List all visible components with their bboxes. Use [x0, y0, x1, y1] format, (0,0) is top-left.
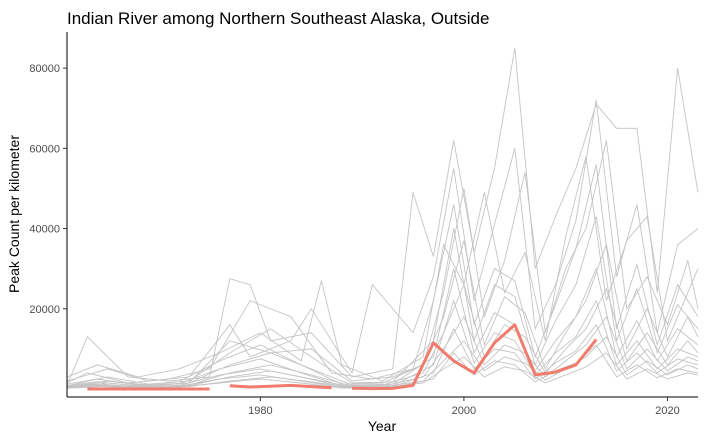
background-series-line-4 — [66, 140, 699, 388]
x-tick-label: 1980 — [248, 405, 272, 417]
x-tick-label: 2020 — [655, 405, 679, 417]
y-tick-label: 60000 — [29, 143, 60, 155]
background-series-line-10 — [66, 299, 699, 388]
highlight-series-group — [87, 323, 598, 391]
background-series-line-13 — [66, 336, 699, 388]
background-series-line-14 — [66, 344, 699, 389]
background-series-line-5 — [66, 164, 699, 384]
y-axis-ticks: 20000 40000 60000 80000 — [29, 63, 67, 316]
background-series-line-15 — [66, 352, 699, 389]
y-tick-label: 40000 — [29, 224, 60, 236]
background-series-line-1 — [66, 47, 699, 386]
background-series-line-7 — [66, 240, 699, 386]
background-series-line-2 — [66, 100, 699, 382]
background-series-line-9 — [66, 283, 699, 387]
chart-title: Indian River among Northern Southeast Al… — [67, 9, 489, 28]
x-tick-label: 2000 — [452, 405, 476, 417]
background-series-line-11 — [66, 315, 699, 388]
background-series-line-3 — [66, 156, 699, 382]
highlight-series-line-segment-3 — [351, 323, 598, 391]
y-tick-label: 20000 — [29, 304, 60, 316]
x-axis-title: Year — [368, 418, 397, 434]
background-series-line-8 — [66, 267, 699, 388]
highlight-series-line-segment-2 — [229, 383, 332, 390]
y-axis-title: Peak Count per kilometer — [6, 135, 22, 293]
y-tick-label: 80000 — [29, 63, 60, 75]
x-axis-ticks: 1980 2000 2020 — [248, 397, 680, 417]
background-series-group — [66, 47, 699, 389]
